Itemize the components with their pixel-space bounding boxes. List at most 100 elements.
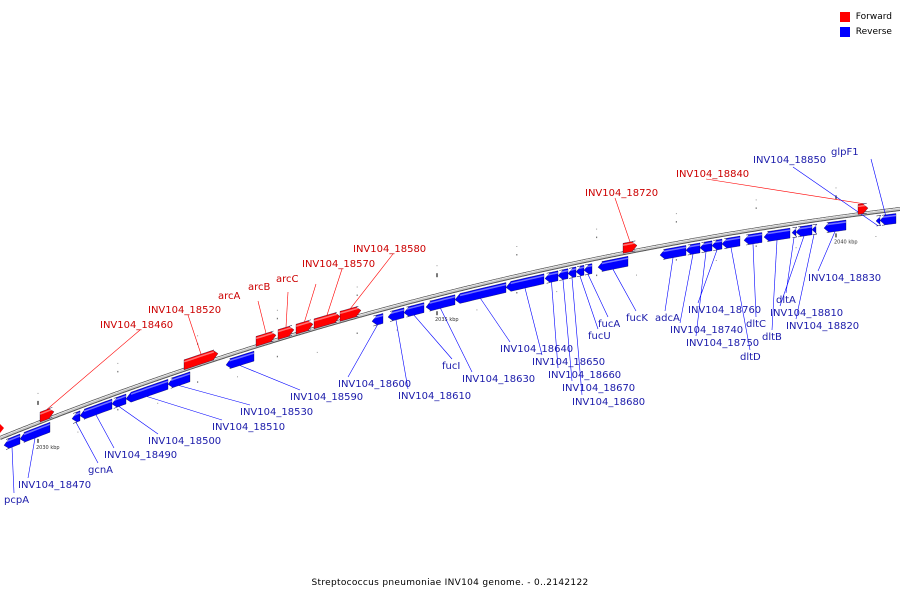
tick-dot-upper (675, 221, 677, 223)
gene-label-reverse: INV104_18760 (688, 305, 761, 316)
gene-label-reverse: glpF1 (831, 147, 859, 158)
tick-dot-outer-lower (715, 260, 717, 261)
label-leader-lines (11, 158, 889, 494)
tick-dot-lower (436, 311, 438, 316)
tick-dot-outer-lower (875, 236, 877, 237)
tick-dot-outer (596, 228, 598, 230)
gene-label-reverse: INV104_18590 (290, 392, 363, 403)
gene-label-reverse: fucI (442, 361, 460, 372)
gene-label-reverse: INV104_18820 (786, 321, 859, 332)
tick-dot-outer-lower (237, 376, 238, 378)
tick-dot-outer (37, 392, 39, 394)
tick-dot-outer-lower (636, 274, 637, 276)
tick-dot-lower (117, 408, 119, 411)
tick-dot-outer (276, 309, 278, 311)
gene-label-reverse: INV104_18530 (240, 407, 313, 418)
gene-label-forward: arcB (248, 282, 271, 293)
tick-dot-outer (755, 199, 757, 201)
tick-marks (37, 187, 877, 433)
tick-dot-outer (356, 286, 358, 288)
tick-dot-lower (276, 355, 278, 358)
gene-label-reverse: pcpA (4, 495, 29, 506)
tick-dot-outer-lower (77, 431, 79, 433)
legend-forward-label: Forward (855, 11, 892, 22)
gene-features (0, 203, 897, 450)
genome-caption: Streptococcus pneumoniae INV104 genome. … (311, 578, 589, 588)
tick-dot-upper (276, 317, 278, 320)
gene-label-reverse: fucA (598, 319, 620, 330)
gene-label-reverse: gcnA (88, 465, 113, 476)
tick-dot-outer (516, 246, 518, 247)
tick-dot-outer-lower (316, 351, 318, 353)
tick-dot-outer-lower (157, 402, 159, 404)
gene-label-reverse: INV104_18830 (808, 273, 881, 284)
tick-dot-outer-lower (556, 291, 558, 293)
gene-label-reverse: dltC (746, 319, 766, 330)
legend-reverse-swatch (839, 26, 850, 37)
gene-label-reverse: INV104_18650 (532, 357, 605, 368)
tick-dot-lower (516, 292, 518, 294)
gene-label-forward: INV104_18580 (353, 244, 426, 255)
gene-label-forward: INV104_18570 (302, 259, 375, 270)
tick-dot-outer (835, 187, 837, 189)
gene-labels: INV104_18460INV104_18520arcAarcBarcCINV1… (4, 147, 881, 506)
gene-label-reverse: INV104_18670 (562, 383, 635, 394)
tick-dot-outer (117, 362, 119, 364)
gene-label-forward: INV104_18520 (148, 305, 221, 316)
tick-dot-outer-lower (795, 247, 797, 249)
gene-label-reverse: INV104_18750 (686, 338, 759, 349)
tick-dot-lower (755, 245, 757, 247)
genome-backbone (0, 207, 900, 440)
gene-label-reverse: INV104_18740 (670, 325, 743, 336)
gene-label-forward: INV104_18720 (585, 188, 658, 199)
tick-dot-lower (835, 233, 837, 238)
gene-label-reverse: INV104_18500 (148, 436, 221, 447)
gene-label-reverse: INV104_18850 (753, 155, 826, 166)
tick-dot-upper (516, 254, 518, 256)
gene-label-reverse: dltB (762, 332, 782, 343)
tick-label: 2035 kbp (435, 317, 459, 323)
tick-dot-upper (436, 273, 438, 278)
tick-dot-outer (436, 265, 438, 267)
gene-label-reverse: INV104_18610 (398, 391, 471, 402)
edge-feature (0, 424, 4, 433)
legend-forward: Forward (839, 9, 892, 24)
tick-dot-lower (197, 381, 199, 383)
gene-label-forward: arcA (218, 291, 241, 302)
gene-label-reverse: INV104_18470 (18, 480, 91, 491)
tick-dot-upper (117, 370, 119, 373)
gene-label-forward: arcC (276, 274, 299, 285)
gene-label-reverse: fucK (626, 313, 648, 324)
gene-label-reverse: INV104_18810 (770, 308, 843, 319)
tick-dot-upper (835, 195, 837, 200)
tick-label: 2030 kbp (36, 445, 60, 451)
legend-reverse-label: Reverse (855, 26, 892, 37)
tick-dot-outer (197, 335, 199, 337)
gene-label-reverse: fucU (588, 331, 611, 342)
gene-label-reverse: INV104_18640 (500, 344, 573, 355)
backbone-highlight (0, 207, 900, 438)
tick-dot-lower (596, 274, 598, 277)
gene-label-reverse: INV104_18510 (212, 422, 285, 433)
tick-dot-lower (356, 332, 358, 334)
legend-forward-swatch (839, 11, 850, 22)
gene-label-reverse: INV104_18660 (548, 370, 621, 381)
gene-label-reverse: INV104_18630 (462, 374, 535, 385)
tick-dot-outer-lower (476, 309, 478, 311)
gene-label-forward: INV104_18840 (676, 169, 749, 180)
gene-label-reverse: INV104_18600 (338, 379, 411, 390)
gene-label-reverse: dltA (776, 295, 796, 306)
tick-dot-lower (37, 438, 39, 443)
tick-label: 2040 kbp (834, 239, 858, 245)
backbone-line (0, 208, 900, 439)
tick-dot-lower (675, 259, 677, 261)
gene-label-reverse: INV104_18490 (104, 450, 177, 461)
gene-label-reverse: dltD (740, 352, 761, 363)
legend-reverse: Reverse (839, 24, 892, 39)
tick-dot-upper (356, 294, 358, 296)
legend: Forward Reverse (839, 9, 892, 39)
tick-dot-outer (675, 213, 677, 215)
tick-dot-outer-lower (396, 329, 398, 331)
